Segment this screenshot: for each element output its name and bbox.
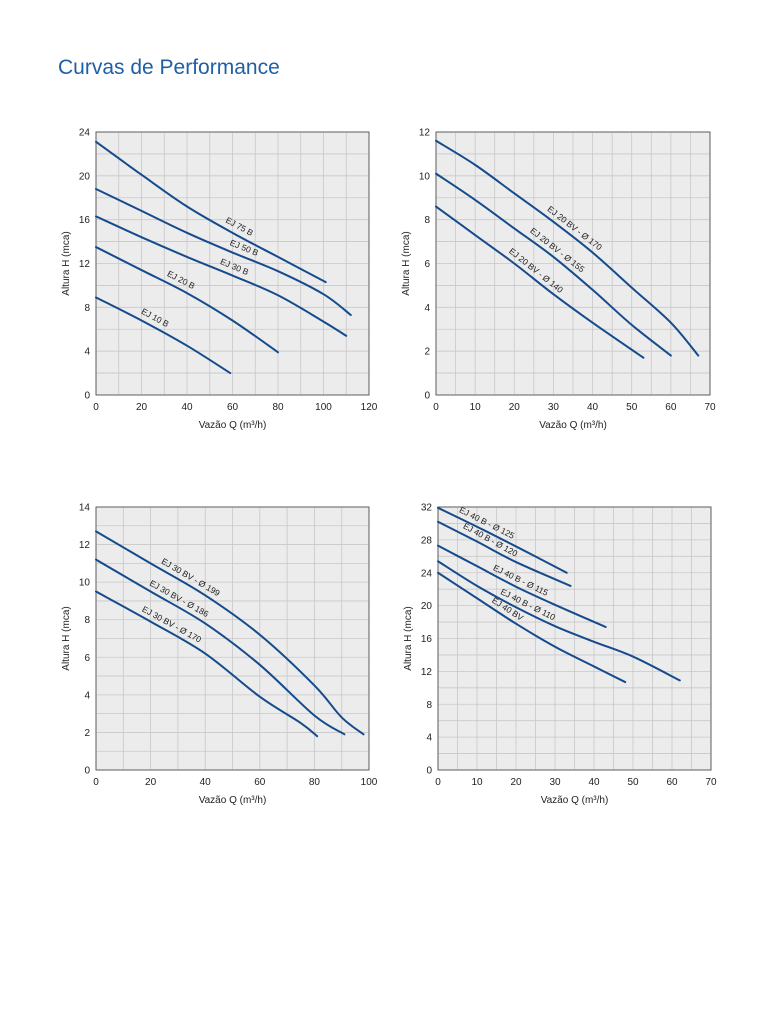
chart-0-y-tick-label: 8 — [84, 303, 90, 314]
chart-3-y-axis-label: Altura H (mca) — [403, 606, 414, 670]
chart-2-x-tick-label: 80 — [309, 777, 321, 788]
chart-3-y-tick-label: 24 — [421, 568, 433, 579]
chart-3-y-tick-label: 4 — [426, 733, 432, 744]
chart-2-x-tick-label: 40 — [200, 777, 212, 788]
curve-ej-40-bv — [437, 571, 627, 684]
chart-3-x-tick-label: 0 — [435, 777, 441, 788]
chart-3-x-tick-label: 50 — [627, 777, 639, 788]
chart-1-y-tick-label: 10 — [419, 171, 431, 182]
curve-ej-30-bv-d-199 — [95, 530, 365, 736]
chart-1-y-tick-label: 6 — [424, 259, 430, 270]
chart-1-y-tick-label: 4 — [424, 303, 430, 314]
chart-3-y-tick-label: 20 — [421, 601, 433, 612]
chart-ej-b-series: 0 20 40 60 80 100 120 0 4 8 12 16 20 24 Vazão Q (m³/h)… — [61, 128, 378, 432]
curve-ej-20-b — [95, 246, 279, 354]
chart-0-y-tick-label: 0 — [84, 391, 90, 402]
chart-1-y-tick-label: 8 — [424, 215, 430, 226]
chart-3-y-tick-label: 32 — [421, 503, 433, 514]
curve-ej-20-bv-d-170 — [435, 139, 700, 357]
chart-0-x-tick-label: 60 — [227, 402, 239, 413]
chart-2-y-tick-label: 2 — [84, 728, 90, 739]
chart-1-y-tick-label: 0 — [424, 391, 430, 402]
chart-2-x-tick-label: 60 — [254, 777, 266, 788]
chart-3-y-tick-label: 28 — [421, 535, 433, 546]
chart-0-x-tick-label: 0 — [93, 402, 99, 413]
chart-0-x-tick-label: 80 — [272, 402, 284, 413]
chart-3-x-tick-label: 20 — [510, 777, 522, 788]
chart-3-y-tick-label: 0 — [426, 766, 432, 777]
chart-0-x-tick-label: 120 — [361, 402, 378, 413]
chart-0-y-tick-label: 16 — [79, 215, 91, 226]
chart-3-x-tick-label: 70 — [705, 777, 717, 788]
chart-0-x-tick-label: 100 — [315, 402, 332, 413]
chart-1-x-tick-label: 20 — [509, 402, 521, 413]
chart-2-x-tick-label: 20 — [145, 777, 157, 788]
curve-ej-75-b — [95, 140, 327, 284]
chart-1-x-tick-label: 60 — [665, 402, 677, 413]
chart-1-y-axis-label: Altura H (mca) — [401, 231, 412, 295]
chart-2-x-axis-label: Vazão Q (m³/h) — [199, 795, 267, 806]
chart-0-x-tick-label: 20 — [136, 402, 148, 413]
chart-1-x-tick-label: 30 — [548, 402, 560, 413]
curve-ej-20-bv-d-140 — [435, 205, 645, 359]
chart-3-x-tick-label: 10 — [471, 777, 483, 788]
curve-ej-50-b — [95, 187, 352, 316]
chart-1-y-tick-label: 12 — [419, 128, 431, 139]
chart-2-y-tick-label: 0 — [84, 766, 90, 777]
curve-ej-30-b — [95, 215, 348, 337]
curve-ej-20-bv-d-155 — [435, 172, 672, 357]
chart-3-y-tick-label: 12 — [421, 667, 433, 678]
chart-1-x-axis-label: Vazão Q (m³/h) — [539, 420, 607, 431]
chart-3-y-tick-label: 8 — [426, 700, 432, 711]
chart-3-y-tick-label: 16 — [421, 634, 433, 645]
chart-3-x-axis-label: Vazão Q (m³/h) — [541, 795, 609, 806]
chart-2-y-tick-label: 10 — [79, 578, 91, 589]
chart-2-y-tick-label: 12 — [79, 540, 91, 551]
chart-ej-40: 0 10 20 30 40 50 60 70 0 4 8 12 16 20 24 28 32 Vazão Q (m… — [403, 503, 717, 807]
chart-2-y-tick-label: 14 — [79, 503, 91, 514]
chart-0-y-tick-label: 20 — [79, 171, 91, 182]
chart-2-x-tick-label: 100 — [361, 777, 378, 788]
chart-3-frame — [437, 506, 712, 771]
chart-1-frame — [435, 131, 711, 396]
chart-3-x-tick-label: 40 — [588, 777, 600, 788]
curve-ej-40-b-d-125 — [437, 506, 568, 574]
chart-3-x-tick-label: 60 — [666, 777, 678, 788]
curve-ej-40-b-d-110 — [437, 560, 681, 682]
chart-ej-30-bv: 0 20 40 60 80 100 0 2 4 6 8 10 12 14 Vazão Q (m³/h) Alt… — [61, 503, 378, 807]
chart-0-y-tick-label: 24 — [79, 128, 91, 139]
chart-0-y-axis-label: Altura H (mca) — [61, 231, 72, 295]
curve-ej-10-b — [95, 296, 232, 375]
chart-2-y-tick-label: 4 — [84, 690, 90, 701]
chart-2-frame — [95, 506, 370, 771]
chart-1-x-tick-label: 10 — [470, 402, 482, 413]
chart-1-x-tick-label: 70 — [704, 402, 716, 413]
chart-2-x-tick-label: 0 — [93, 777, 99, 788]
chart-3-x-tick-label: 30 — [549, 777, 561, 788]
curve-ej-40-b-d-120 — [437, 520, 572, 587]
chart-2-y-tick-label: 6 — [84, 653, 90, 664]
chart-1-x-tick-label: 40 — [587, 402, 599, 413]
chart-0-y-tick-label: 12 — [79, 259, 91, 270]
chart-ej-20-bv: 0 10 20 30 40 50 60 70 0 2 4 6 8 10 12 Vazão Q (m³/h) Al… — [401, 128, 716, 432]
chart-2-y-tick-label: 8 — [84, 615, 90, 626]
chart-1-x-tick-label: 50 — [626, 402, 638, 413]
chart-0-frame — [95, 131, 370, 396]
chart-0-x-axis-label: Vazão Q (m³/h) — [199, 420, 267, 431]
page-title: Curvas de Performance — [58, 56, 280, 79]
chart-0-y-tick-label: 4 — [84, 347, 90, 358]
chart-1-y-tick-label: 2 — [424, 347, 430, 358]
chart-2-y-axis-label: Altura H (mca) — [61, 606, 72, 670]
curve-ej-40-b-d-115 — [437, 544, 607, 628]
chart-0-x-tick-label: 40 — [181, 402, 193, 413]
curve-ej-30-bv-d-186 — [95, 558, 346, 736]
chart-1-x-tick-label: 0 — [433, 402, 439, 413]
curve-ej-30-bv-d-170 — [95, 590, 319, 738]
